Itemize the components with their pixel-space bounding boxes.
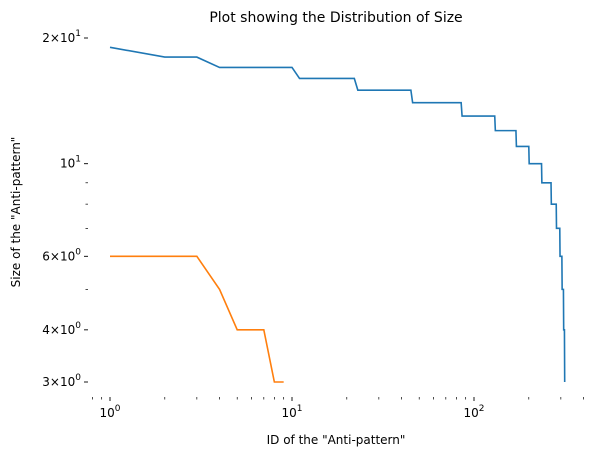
plot-area xyxy=(109,46,566,383)
series-line xyxy=(109,46,566,383)
y-axis: 3×100 4×100 6×100 101 2×101 xyxy=(42,29,88,389)
y-tick-label: 4×100 xyxy=(42,321,81,337)
series-2 xyxy=(110,255,284,383)
series-1 xyxy=(109,46,566,383)
x-tick-label: 100 xyxy=(99,404,120,420)
x-tick-label: 101 xyxy=(281,404,302,420)
y-axis-label: Size of the "Anti-pattern" xyxy=(9,137,23,288)
series-line xyxy=(110,255,284,383)
y-tick-label: 6×100 xyxy=(42,247,81,263)
x-tick-label: 102 xyxy=(463,404,484,420)
x-axis: 100 101 102 xyxy=(92,397,584,420)
y-tick-label: 2×101 xyxy=(42,29,81,45)
chart-title: Plot showing the Distribution of Size xyxy=(209,10,462,26)
y-tick-label: 101 xyxy=(60,155,81,171)
x-axis-label: ID of the "Anti-pattern" xyxy=(267,433,406,447)
y-tick-label: 3×100 xyxy=(42,373,81,389)
